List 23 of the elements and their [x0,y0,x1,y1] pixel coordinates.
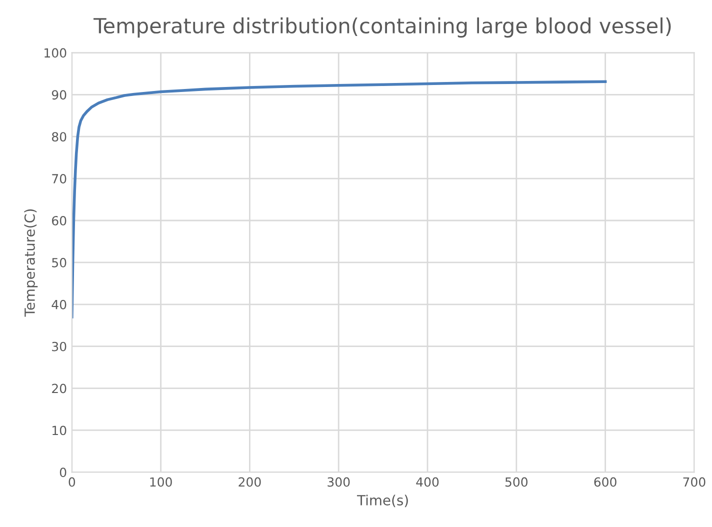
x-tick-label: 300 [328,477,350,487]
y-tick-label: 0 [60,468,66,478]
y-tick-label: 60 [52,216,66,226]
x-tick-label: 500 [505,477,528,487]
y-tick-label: 100 [44,48,66,58]
y-tick-label: 40 [52,300,66,310]
chart-title: Temperature distribution(containing large blood vessel) [94,17,671,38]
y-tick-label: 10 [52,426,66,436]
x-tick-label: 0 [68,477,76,487]
y-tick-label: 50 [52,258,66,268]
y-tick-label: 80 [52,132,66,142]
y-tick-label: 20 [52,384,66,394]
y-tick-label: 90 [52,90,66,100]
y-tick-label: 70 [52,174,66,184]
x-tick-label: 100 [150,477,172,487]
x-tick-label: 600 [594,477,616,487]
line-series [72,80,607,318]
x-tick-label: 400 [416,477,439,487]
x-axis-title: Time(s) [356,494,408,508]
x-tick-label: 700 [683,477,706,487]
x-tick-label: 200 [238,477,261,487]
y-tick-label: 30 [52,342,66,352]
y-axis-title: Temperature(C) [24,209,38,317]
